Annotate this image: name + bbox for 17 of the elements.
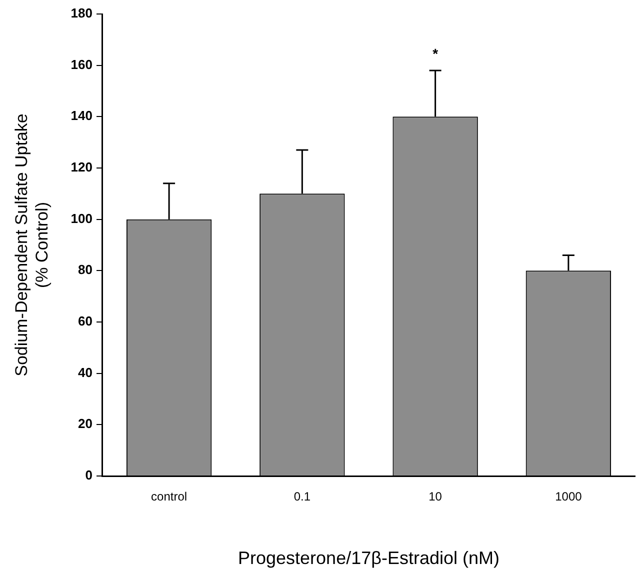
- y-tick-label: 160: [70, 56, 92, 72]
- y-tick-label: 40: [78, 364, 92, 380]
- x-tick-label: 10: [428, 490, 442, 504]
- y-tick-label: 140: [70, 108, 92, 124]
- y-tick-label: 0: [85, 468, 92, 483]
- y-tick-label: 20: [78, 416, 92, 432]
- y-tick-label: 60: [78, 314, 92, 329]
- y-tick-label: 100: [70, 210, 92, 226]
- y-tick-label: 180: [70, 6, 92, 21]
- x-axis-title: Progesterone/17β-Estradiol (nM): [238, 548, 500, 568]
- y-axis-title: Sodium-Dependent Sulfate Uptake (% Control): [12, 114, 52, 376]
- x-tick-label: 1000: [555, 490, 582, 504]
- y-tick-label: 80: [78, 262, 92, 278]
- annotation: *: [432, 45, 439, 62]
- y-tick-label: 120: [70, 160, 92, 175]
- x-tick-label: 0.1: [294, 490, 311, 504]
- x-tick-label: control: [151, 490, 188, 504]
